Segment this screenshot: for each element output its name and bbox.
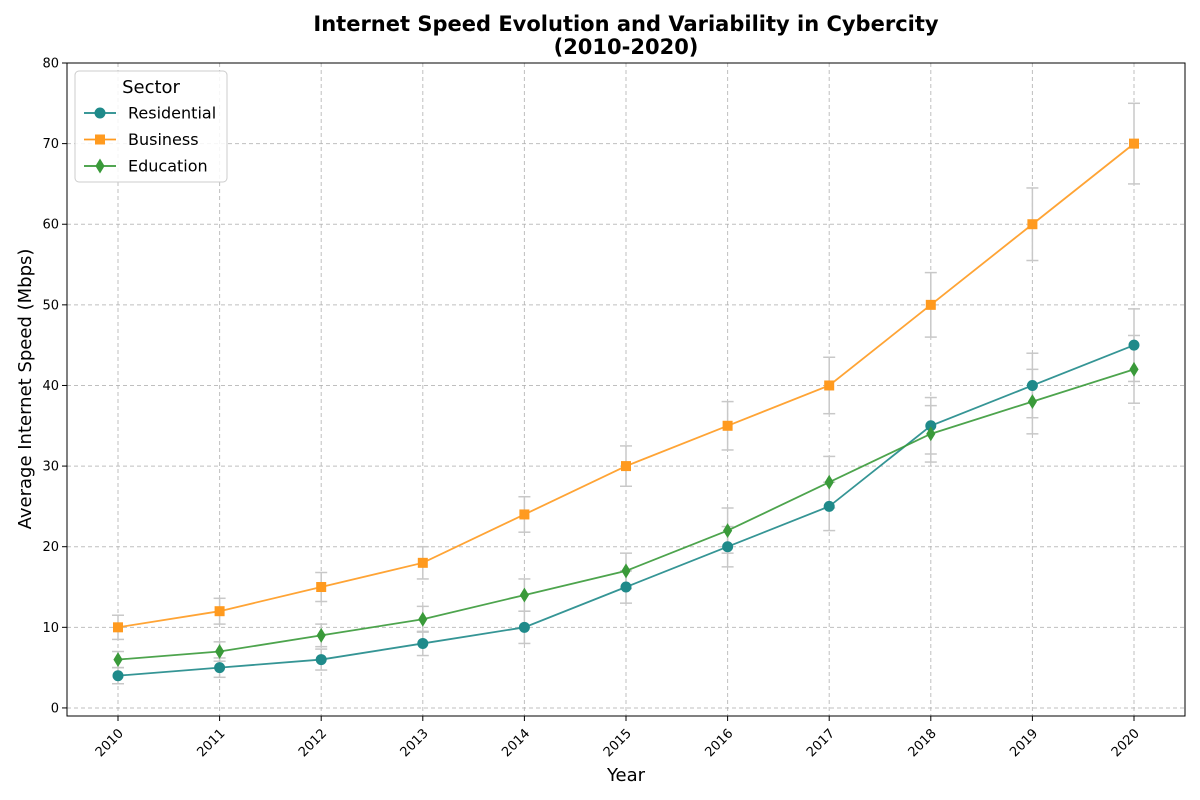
business-data-point (1129, 138, 1139, 149)
legend-education-marker (95, 158, 105, 174)
residential-data-point (214, 662, 226, 674)
residential-data-point (1128, 339, 1140, 351)
series-lines (112, 138, 1140, 682)
business-data-point (1027, 219, 1038, 230)
education-data-point (1027, 394, 1037, 410)
residential-data-point (417, 637, 429, 649)
education-data-point (926, 426, 936, 442)
x-axis-label: Year (606, 765, 646, 786)
y-axis-label: Average Internet Speed (Mbps) (15, 249, 36, 530)
residential-data-point (620, 581, 632, 593)
education-data-point (215, 644, 225, 659)
legend-title: Sector (122, 77, 180, 98)
business-data-point (925, 299, 936, 310)
education-data-point (519, 587, 529, 603)
y-tick-label: 0 (51, 701, 59, 716)
chart-title-line2: (2010-2020) (554, 35, 699, 59)
business-data-point (621, 461, 631, 472)
residential-data-point (722, 541, 734, 553)
y-tick-label: 30 (42, 460, 59, 475)
y-tick-label: 20 (42, 540, 59, 555)
residential-data-point (315, 654, 327, 666)
education-data-point (723, 523, 733, 539)
residential-data-point (112, 670, 124, 682)
y-axis-ticks: 0 10 20 30 40 50 60 70 80 (42, 57, 67, 716)
y-tick-label: 60 (42, 218, 59, 233)
legend-business-label: Business (128, 130, 199, 149)
y-tick-label: 50 (42, 298, 59, 313)
y-tick-label: 80 (42, 57, 59, 72)
business-data-point (519, 509, 530, 520)
education-data-point (824, 474, 834, 490)
education-data-point (621, 563, 631, 579)
chart-title-line1: Internet Speed Evolution and Variability… (313, 12, 938, 36)
legend-business-marker (95, 134, 105, 145)
legend-residential-marker (94, 107, 106, 119)
residential-data-point (823, 500, 835, 512)
legend-education-label: Education (128, 157, 208, 176)
education-data-point (113, 652, 123, 668)
education-data-point (316, 627, 326, 643)
legend-box (74, 70, 228, 183)
business-data-point (316, 582, 327, 593)
y-tick-label: 40 (42, 379, 59, 394)
y-tick-label: 10 (42, 621, 59, 636)
legend: Sector Residential Business Education (74, 70, 228, 183)
education-data-point (1129, 361, 1139, 377)
education-data-point (418, 611, 428, 627)
business-data-point (417, 557, 428, 568)
legend-residential-label: Residential (128, 104, 216, 123)
business-data-point (113, 622, 123, 633)
business-data-point (214, 606, 225, 617)
y-tick-label: 70 (42, 137, 59, 152)
business-data-point (824, 380, 835, 391)
business-data-point (722, 420, 733, 431)
residential-data-point (1026, 379, 1038, 391)
residential-data-point (518, 621, 530, 633)
